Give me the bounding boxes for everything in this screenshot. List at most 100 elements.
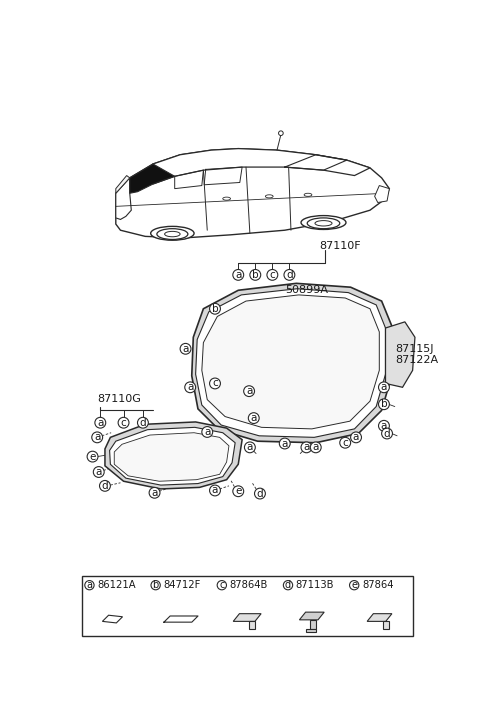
Circle shape <box>379 399 389 410</box>
Text: a: a <box>204 427 210 437</box>
Polygon shape <box>105 422 242 489</box>
Text: a: a <box>151 488 158 498</box>
Polygon shape <box>233 613 261 621</box>
Text: a: a <box>97 418 104 428</box>
Circle shape <box>379 420 389 431</box>
Circle shape <box>137 418 148 428</box>
Polygon shape <box>249 621 255 629</box>
Circle shape <box>202 426 213 437</box>
Polygon shape <box>153 149 370 184</box>
Text: a: a <box>235 270 241 280</box>
Circle shape <box>99 481 110 492</box>
Text: a: a <box>96 467 102 477</box>
Polygon shape <box>367 613 392 621</box>
Text: d: d <box>286 270 293 280</box>
Circle shape <box>151 581 160 590</box>
Text: a: a <box>312 442 319 452</box>
Circle shape <box>95 418 106 428</box>
Ellipse shape <box>151 226 194 240</box>
Text: d: d <box>384 428 390 439</box>
Text: b: b <box>153 580 159 590</box>
Circle shape <box>250 270 261 281</box>
Polygon shape <box>306 629 316 632</box>
Circle shape <box>185 382 196 393</box>
Text: 87115J: 87115J <box>395 344 433 354</box>
Text: 87113B: 87113B <box>296 580 334 590</box>
Text: a: a <box>187 382 193 392</box>
Circle shape <box>279 438 290 449</box>
Circle shape <box>349 581 359 590</box>
Polygon shape <box>375 186 389 202</box>
Text: e: e <box>351 580 357 590</box>
Ellipse shape <box>301 215 346 229</box>
Bar <box>82 576 413 636</box>
Text: c: c <box>342 438 348 448</box>
Text: c: c <box>269 270 275 280</box>
Circle shape <box>180 344 191 355</box>
Circle shape <box>149 487 160 498</box>
Circle shape <box>210 485 220 496</box>
Text: a: a <box>251 413 257 423</box>
Text: b: b <box>381 399 387 409</box>
Text: 84712F: 84712F <box>163 580 201 590</box>
Circle shape <box>267 270 278 281</box>
Circle shape <box>92 432 103 443</box>
Polygon shape <box>130 164 175 194</box>
Text: d: d <box>140 418 146 428</box>
Text: 86121A: 86121A <box>97 580 136 590</box>
Circle shape <box>278 131 283 136</box>
Circle shape <box>118 418 129 428</box>
Text: a: a <box>246 386 252 396</box>
Text: c: c <box>120 418 126 428</box>
Text: 87864B: 87864B <box>229 580 268 590</box>
Circle shape <box>93 467 104 477</box>
Polygon shape <box>109 427 235 485</box>
Text: e: e <box>235 486 241 496</box>
Text: a: a <box>381 420 387 431</box>
Circle shape <box>379 382 389 393</box>
Circle shape <box>233 486 244 497</box>
Circle shape <box>254 488 265 499</box>
Polygon shape <box>300 612 324 620</box>
Text: e: e <box>89 452 96 462</box>
Text: a: a <box>94 432 100 442</box>
Polygon shape <box>116 175 130 194</box>
Circle shape <box>244 442 255 452</box>
Circle shape <box>284 270 295 281</box>
Text: a: a <box>182 344 189 354</box>
Polygon shape <box>116 149 389 238</box>
Text: 87110F: 87110F <box>320 241 361 252</box>
Text: b: b <box>212 304 218 314</box>
Text: d: d <box>285 580 291 590</box>
Circle shape <box>248 413 259 423</box>
Text: a: a <box>303 442 310 452</box>
Circle shape <box>382 428 393 439</box>
Text: a: a <box>212 486 218 495</box>
Text: c: c <box>212 378 218 389</box>
Polygon shape <box>202 295 379 429</box>
Text: 87864: 87864 <box>362 580 394 590</box>
Text: b: b <box>252 270 259 280</box>
Polygon shape <box>385 322 415 387</box>
Circle shape <box>301 442 312 452</box>
Text: a: a <box>353 432 359 442</box>
Polygon shape <box>102 616 122 623</box>
Text: a: a <box>86 580 93 590</box>
Circle shape <box>311 442 321 452</box>
Circle shape <box>283 581 293 590</box>
Circle shape <box>85 581 94 590</box>
Circle shape <box>210 378 220 389</box>
Polygon shape <box>116 178 132 220</box>
Circle shape <box>210 303 220 314</box>
Text: d: d <box>257 489 263 499</box>
Text: 87110G: 87110G <box>97 394 141 404</box>
Text: 50899A: 50899A <box>285 284 328 294</box>
Text: d: d <box>102 481 108 491</box>
Circle shape <box>350 432 361 443</box>
Polygon shape <box>192 283 392 443</box>
Polygon shape <box>383 621 389 629</box>
Circle shape <box>217 581 227 590</box>
Text: a: a <box>381 382 387 392</box>
Circle shape <box>340 437 350 448</box>
Circle shape <box>233 270 244 281</box>
